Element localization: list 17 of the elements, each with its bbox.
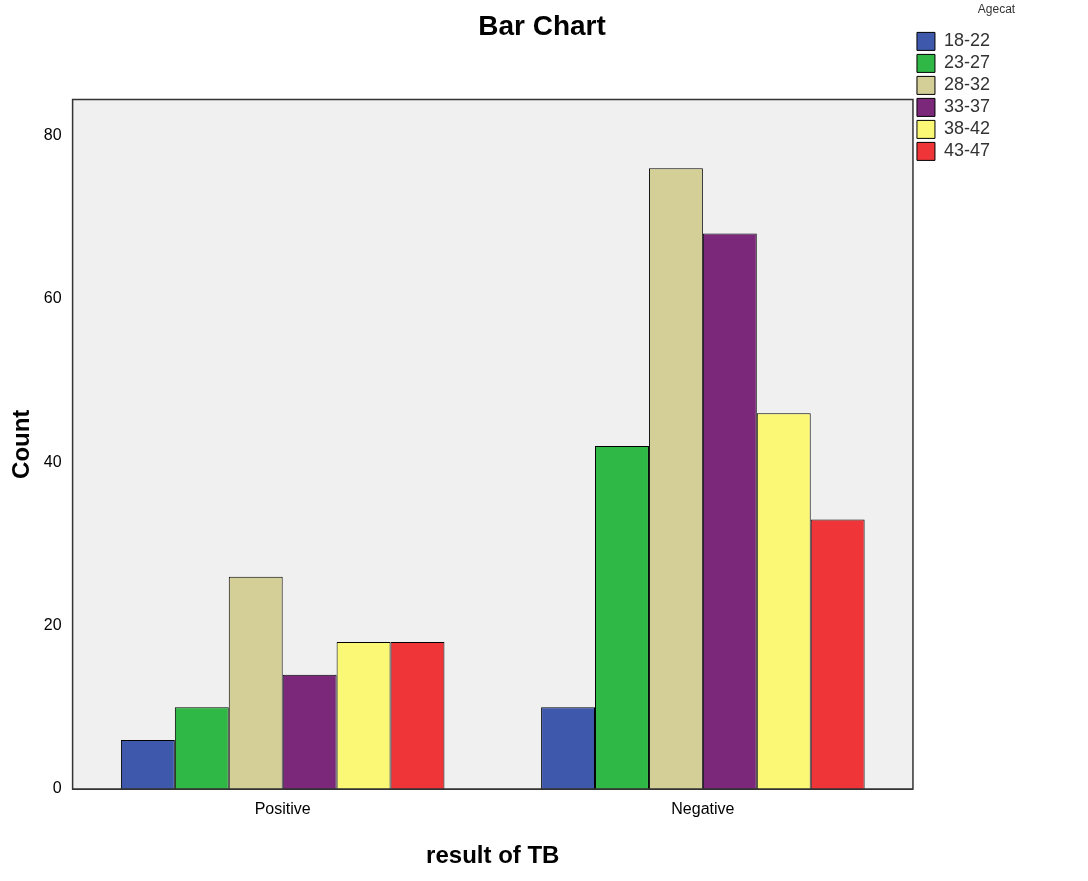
y-tick-label: 60	[43, 289, 62, 307]
legend-title: Agecat	[977, 2, 1016, 17]
y-tick-label: 80	[43, 125, 62, 143]
y-tick-label: 40	[43, 452, 62, 470]
x-tick-label: Negative	[671, 800, 735, 818]
legend-label: 38-42	[943, 118, 991, 139]
legend-label: 18-22	[943, 30, 991, 51]
y-tick-label: 0	[52, 779, 62, 797]
x-tick-label: Positive	[254, 800, 311, 818]
chart-title: Bar Chart	[478, 9, 606, 41]
legend-label: 28-32	[943, 74, 991, 95]
legend-label: 43-47	[943, 140, 991, 161]
legend-label: 23-27	[943, 52, 991, 73]
x-axis-title: result of TB	[426, 841, 560, 869]
y-tick-label: 20	[43, 616, 62, 634]
y-axis-title: Count	[7, 409, 35, 479]
legend-label: 33-37	[943, 96, 991, 117]
